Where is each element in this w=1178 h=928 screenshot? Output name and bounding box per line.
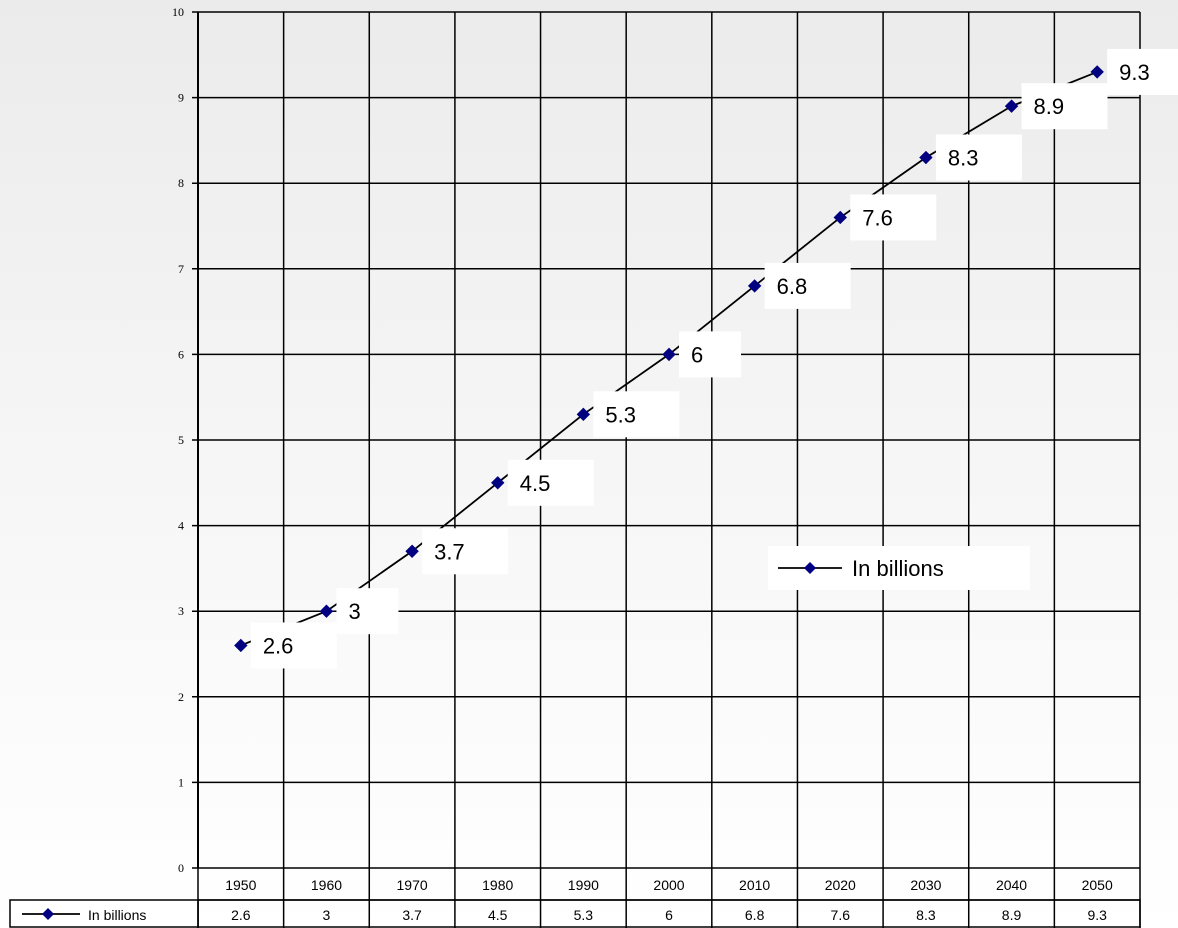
- series-marker: [1090, 65, 1104, 79]
- series-marker: [576, 407, 591, 422]
- series-marker: [234, 638, 248, 653]
- table-cell: 4.5: [488, 907, 508, 923]
- data-label-box: [1107, 48, 1178, 95]
- data-label: 2.6: [263, 633, 294, 658]
- series-marker: [491, 476, 505, 490]
- table-legend-marker: [42, 908, 54, 920]
- y-tick-label: 6: [178, 347, 184, 361]
- data-label-box: [679, 331, 741, 378]
- data-label-box: [764, 262, 851, 309]
- data-label: 8.3: [948, 146, 979, 171]
- data-label-box: [336, 588, 399, 635]
- grid-lines: [192, 11, 1141, 928]
- y-tick-label: 4: [178, 519, 184, 533]
- x-tick-label: 2030: [910, 877, 941, 893]
- table-cell: 7.6: [831, 907, 851, 923]
- legend-marker: [804, 562, 816, 574]
- data-label: 5.3: [605, 402, 636, 427]
- data-label: 3.7: [434, 539, 465, 564]
- legend-label: In billions: [852, 556, 944, 581]
- table-cell: 6: [665, 907, 673, 923]
- data-label-box: [507, 459, 594, 506]
- data-label: 9.3: [1119, 60, 1150, 85]
- data-label-box: [935, 134, 1022, 181]
- series-marker: [1004, 99, 1019, 113]
- table-legend-label: In billions: [88, 907, 146, 923]
- table-cell: 5.3: [574, 907, 594, 923]
- data-label: 7.6: [862, 205, 893, 230]
- y-tick-label: 9: [178, 91, 184, 105]
- x-tick-label: 2000: [653, 877, 684, 893]
- series-marker: [319, 604, 334, 618]
- data-label: 6.8: [777, 274, 808, 299]
- data-label-box: [250, 622, 337, 669]
- data-label-box: [1021, 83, 1108, 130]
- table-cell: 3.7: [402, 907, 422, 923]
- x-tick-label: 2020: [825, 877, 856, 893]
- legend: In billions: [768, 546, 1030, 590]
- y-tick-label: 7: [178, 262, 184, 276]
- x-tick-label: 1970: [397, 877, 428, 893]
- x-tick-label: 2050: [1082, 877, 1113, 893]
- y-tick-label: 0: [178, 861, 184, 875]
- data-table: In billions 2.6 3 3.7 4.5 5.3 6 6.8 7.6 8.3 8.9 9.3: [9, 899, 1141, 928]
- series-marker: [662, 347, 676, 362]
- x-tick-label: 1950: [225, 877, 256, 893]
- y-tick-label: 8: [178, 176, 184, 190]
- data-label: 6: [691, 342, 703, 367]
- y-tick-label: 3: [178, 604, 184, 618]
- table-cell: 8.3: [916, 907, 936, 923]
- series-marker: [405, 544, 419, 558]
- data-label: 3: [348, 599, 360, 624]
- table-cell: 6.8: [745, 907, 765, 923]
- x-tick-label: 1980: [482, 877, 513, 893]
- series-marker: [747, 279, 762, 293]
- table-cell: 8.9: [1002, 907, 1022, 923]
- markers-group: [234, 65, 1104, 653]
- y-tick-label: 5: [178, 433, 184, 447]
- x-tick-label: 1990: [568, 877, 599, 893]
- data-label-box: [593, 391, 680, 438]
- data-labels-group: 2.6 3 3.7 4.5 5.3 6 6.8 7.6 8.3 8.9 9.3: [250, 48, 1178, 669]
- data-label: 4.5: [520, 471, 551, 496]
- y-axis-ticks: 0 1 2 3 4 5 6 7 8 9 10 1950 1960 1970 1980 1990 2000 2010…: [172, 5, 1113, 893]
- y-tick-label: 1: [178, 775, 184, 789]
- data-label-box: [422, 528, 509, 575]
- y-tick-label: 2: [178, 690, 184, 704]
- series-marker: [919, 150, 933, 165]
- table-cell: 9.3: [1087, 907, 1107, 923]
- data-label-box: [850, 194, 937, 241]
- y-tick-label: 10: [172, 5, 184, 19]
- table-cell: 2.6: [231, 907, 251, 923]
- data-label: 8.9: [1034, 94, 1065, 119]
- x-tick-label: 1960: [311, 877, 342, 893]
- x-tick-label: 2010: [739, 877, 770, 893]
- x-tick-label: 2040: [996, 877, 1027, 893]
- series-marker: [833, 210, 847, 225]
- table-cell: 3: [323, 907, 331, 923]
